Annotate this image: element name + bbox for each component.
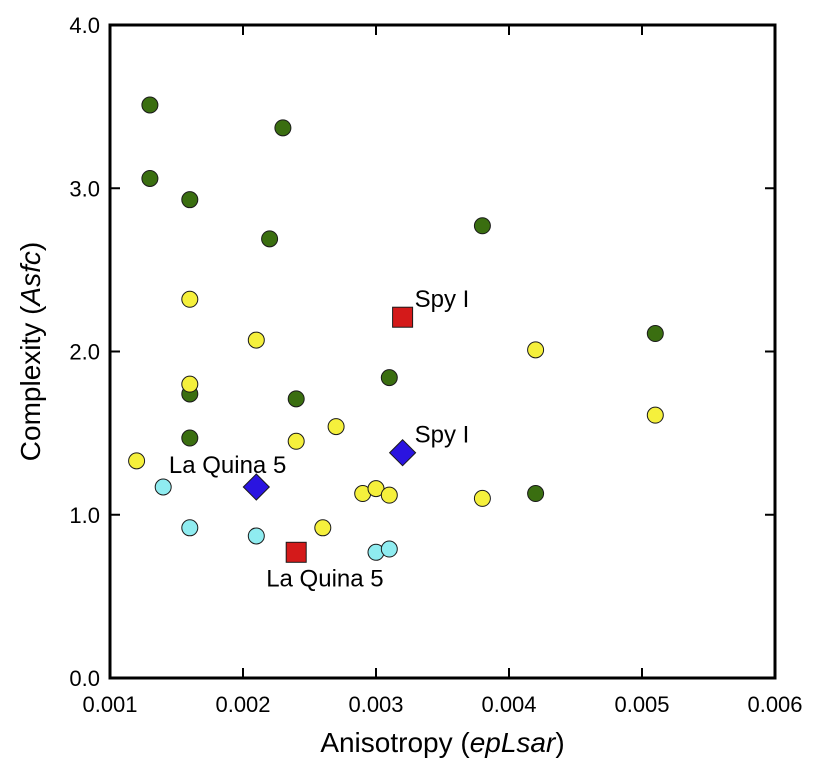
data-point-circle (473, 217, 491, 235)
y-axis-title-italic: Asfc (15, 251, 46, 307)
x-tick-label: 0.003 (348, 692, 403, 717)
data-point-circle (181, 375, 199, 393)
x-axis-title-italic: epLsar (470, 727, 557, 758)
data-point-circle (527, 341, 545, 359)
x-tick-label: 0.006 (747, 692, 802, 717)
data-point-circle (181, 429, 199, 447)
point-annotation-label: Spy I (415, 286, 470, 313)
data-point-square (392, 306, 414, 328)
axis-tick-labels: 0.001 0.002 0.003 0.004 0.005 0.006 0.0 1.0 2.0 3… (69, 13, 802, 717)
data-point-circle (141, 169, 159, 187)
data-point-circle (141, 96, 159, 114)
y-axis-title-suffix: ) (15, 242, 46, 251)
x-axis-title: Anisotropy (epLsar) (320, 727, 564, 758)
y-tick-label: 2.0 (69, 340, 100, 365)
y-tick-label: 4.0 (69, 13, 100, 38)
plot-frame (108, 23, 777, 680)
point-annotations: Spy I Spy I La Quina 5 La Quina 5 (169, 286, 469, 592)
x-axis-title-suffix: ) (555, 727, 564, 758)
x-tick-label: 0.005 (614, 692, 669, 717)
data-point-circle (646, 325, 664, 343)
data-points (128, 96, 664, 563)
x-axis-title-prefix: Anisotropy ( (320, 727, 470, 758)
point-annotation-label: La Quina 5 (169, 452, 286, 479)
data-point-circle (646, 406, 664, 424)
x-tick-label: 0.002 (215, 692, 270, 717)
data-point-circle (314, 519, 332, 537)
axis-ticks (109, 24, 776, 679)
x-tick-label: 0.001 (82, 692, 137, 717)
data-point-circle (527, 485, 545, 503)
x-tick-label: 0.004 (481, 692, 536, 717)
data-point-circle (181, 191, 199, 209)
data-point-circle (380, 486, 398, 504)
data-point-circle (327, 418, 345, 436)
data-point-circle (380, 369, 398, 387)
point-annotation-label: La Quina 5 (266, 565, 383, 592)
data-point-circle (181, 290, 199, 308)
data-point-circle (473, 489, 491, 507)
data-point-circle (154, 478, 172, 496)
data-point-circle (274, 119, 292, 137)
y-axis-title-prefix: Complexity ( (15, 305, 46, 461)
y-tick-label: 0.0 (69, 666, 100, 691)
point-annotation-label: Spy I (415, 422, 470, 449)
y-tick-label: 3.0 (69, 176, 100, 201)
data-point-circle (287, 390, 305, 408)
y-tick-label: 1.0 (69, 503, 100, 528)
data-point-square (285, 541, 307, 563)
data-point-diamond (388, 439, 417, 467)
data-point-circle (287, 432, 305, 450)
data-point-circle (261, 230, 279, 248)
data-point-diamond (242, 473, 271, 501)
data-point-circle (247, 331, 265, 349)
data-point-circle (247, 527, 265, 545)
data-point-circle (181, 519, 199, 537)
data-point-circle (128, 452, 146, 470)
data-point-circle (380, 540, 398, 558)
y-axis-title: Complexity (Asfc) (15, 242, 46, 461)
